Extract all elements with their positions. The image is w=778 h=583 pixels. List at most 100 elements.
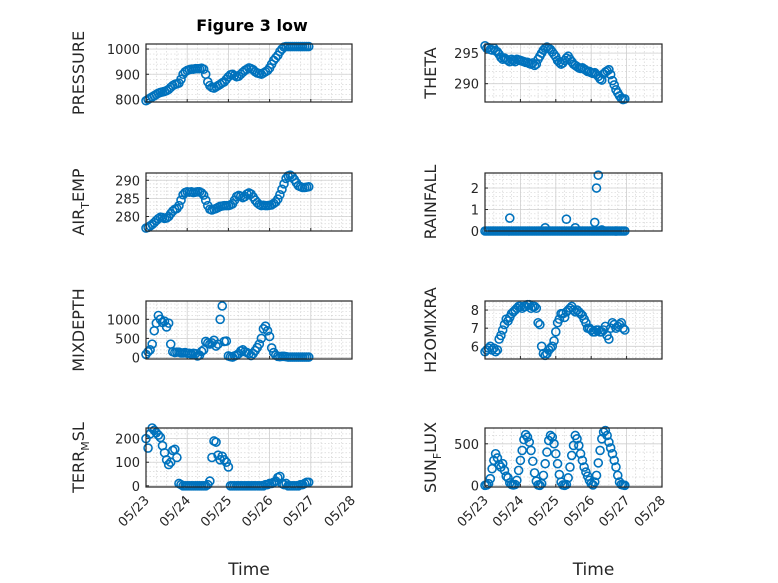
data-point	[595, 445, 605, 456]
data-point	[529, 301, 540, 312]
data-point	[490, 346, 501, 357]
data-point	[547, 432, 558, 442]
data-point	[223, 462, 234, 472]
x-tick-label: 05/24	[490, 493, 527, 530]
y-tick-label: 800	[115, 93, 140, 108]
data-point	[520, 429, 531, 440]
y-axis-label: PRESSURE	[69, 31, 88, 115]
y-axis-label: AIRTEMP	[69, 168, 92, 235]
data-point	[303, 181, 314, 192]
data-point	[190, 348, 201, 359]
data-point	[207, 452, 217, 463]
y-tick-label: 0	[132, 480, 140, 495]
series-points	[141, 301, 314, 362]
data-point	[196, 346, 207, 357]
data-point	[577, 455, 588, 466]
data-point	[176, 195, 186, 205]
data-point	[591, 470, 602, 481]
data-point	[303, 477, 314, 488]
y-tick-label: 500	[115, 332, 140, 347]
data-point	[531, 59, 542, 69]
data-point	[561, 214, 572, 224]
data-point	[535, 480, 545, 491]
data-point	[526, 445, 536, 456]
data-point	[165, 457, 176, 468]
x-tick-label: 05/25	[526, 493, 563, 530]
y-tick-label: 0	[471, 225, 479, 240]
x-tick-label: 05/24	[157, 493, 194, 530]
data-point	[589, 477, 600, 487]
data-point	[609, 455, 620, 466]
data-point	[605, 69, 616, 80]
data-point	[593, 170, 604, 180]
data-point	[604, 64, 614, 75]
y-tick-label: 100	[115, 456, 140, 471]
data-point	[607, 75, 618, 86]
data-point	[492, 345, 503, 355]
data-point	[262, 325, 273, 336]
data-point	[303, 41, 314, 52]
data-point	[559, 312, 570, 323]
data-point	[591, 183, 602, 193]
y-tick-label: 290	[454, 78, 479, 93]
data-point	[605, 443, 616, 453]
data-point	[620, 480, 630, 491]
x-tick-label: 05/26	[561, 493, 598, 530]
data-point	[254, 339, 265, 349]
data-point	[497, 325, 508, 335]
data-point	[618, 323, 628, 333]
data-point	[211, 437, 221, 447]
data-point	[172, 452, 182, 463]
data-point	[552, 458, 563, 469]
data-point	[535, 319, 545, 330]
axes-box	[145, 427, 353, 488]
y-tick-label: 0	[471, 479, 479, 494]
x-axis-label: Time	[572, 560, 615, 580]
subplot-4: 0 1 2 RAINFALL	[421, 165, 663, 240]
data-point	[492, 453, 503, 463]
y-tick-label: 7	[471, 322, 479, 337]
data-point	[612, 470, 623, 481]
data-point	[609, 80, 620, 90]
series-points	[480, 425, 630, 491]
data-point	[547, 341, 558, 352]
data-point	[550, 448, 561, 459]
data-point	[165, 339, 176, 349]
series-points	[141, 423, 314, 491]
data-point	[616, 317, 627, 328]
data-point	[513, 465, 524, 476]
data-point	[512, 475, 522, 486]
data-point	[515, 455, 526, 466]
data-point	[604, 437, 614, 447]
data-point	[200, 195, 211, 205]
data-point	[533, 317, 543, 328]
data-point	[153, 430, 164, 440]
data-point	[176, 74, 186, 85]
y-tick-label: 1	[471, 204, 479, 219]
data-point	[597, 225, 607, 235]
data-point	[147, 339, 157, 349]
data-point	[196, 188, 207, 198]
data-point	[163, 459, 174, 470]
data-point	[538, 470, 549, 481]
data-point	[487, 45, 497, 55]
data-point	[620, 94, 630, 104]
data-point	[215, 314, 225, 325]
data-point	[527, 456, 538, 467]
data-point	[198, 345, 209, 355]
y-tick-label: 280	[115, 211, 140, 226]
y-axis-label: TERRMSL	[69, 422, 92, 494]
y-tick-label: 900	[115, 68, 140, 83]
data-point	[549, 438, 559, 449]
data-point	[563, 473, 573, 483]
data-point	[277, 184, 287, 195]
y-tick-label: 1000	[107, 313, 140, 328]
x-tick-label: 05/23	[116, 493, 153, 530]
subplot-5: 0 500 1000 MIXDEPTH	[69, 288, 353, 372]
data-point	[174, 200, 184, 211]
data-point	[217, 301, 228, 311]
series-points	[480, 299, 630, 361]
y-axis-label: RAINFALL	[421, 165, 440, 240]
y-tick-label: 285	[115, 192, 140, 207]
